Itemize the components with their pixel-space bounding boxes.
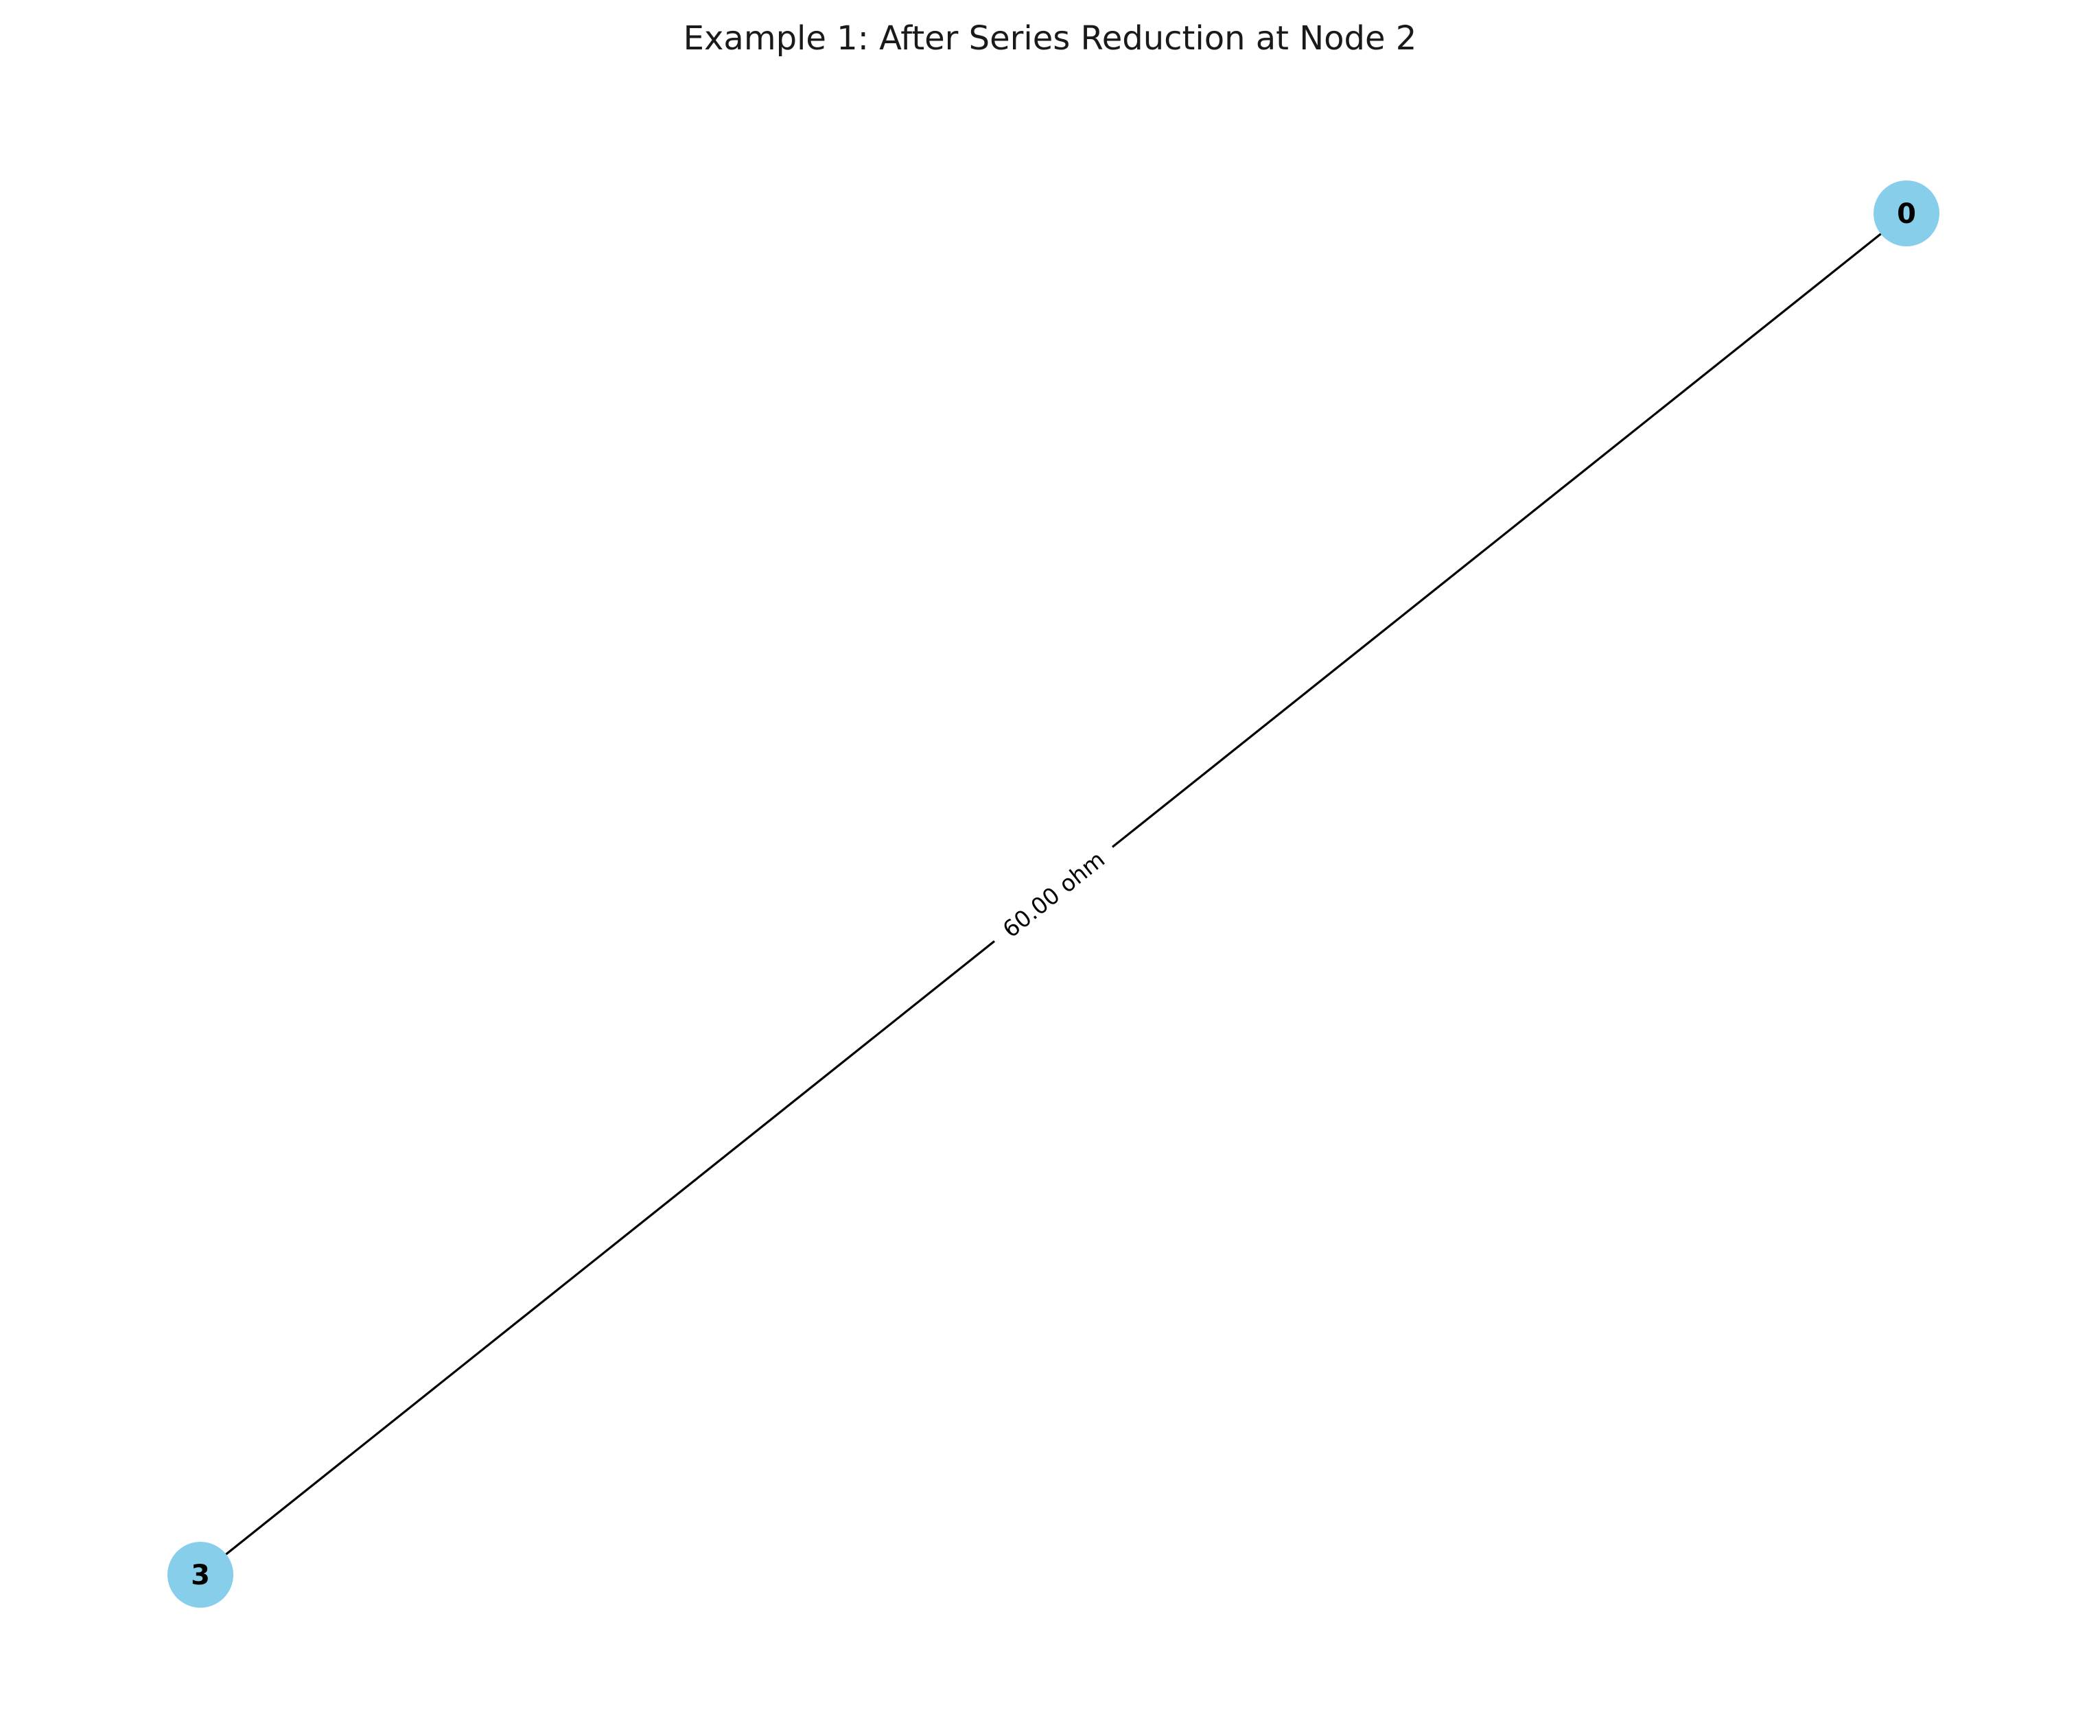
node-circle [1874,180,1939,246]
node-label: 0 [1897,198,1916,230]
node-3: 3 [167,1542,233,1608]
node-circle [167,1542,233,1608]
node-label: 3 [191,1560,210,1591]
figure-title: Example 1: After Series Reduction at Nod… [684,19,1417,58]
edge-label-background [984,834,1123,954]
node-0: 0 [1874,180,1939,246]
